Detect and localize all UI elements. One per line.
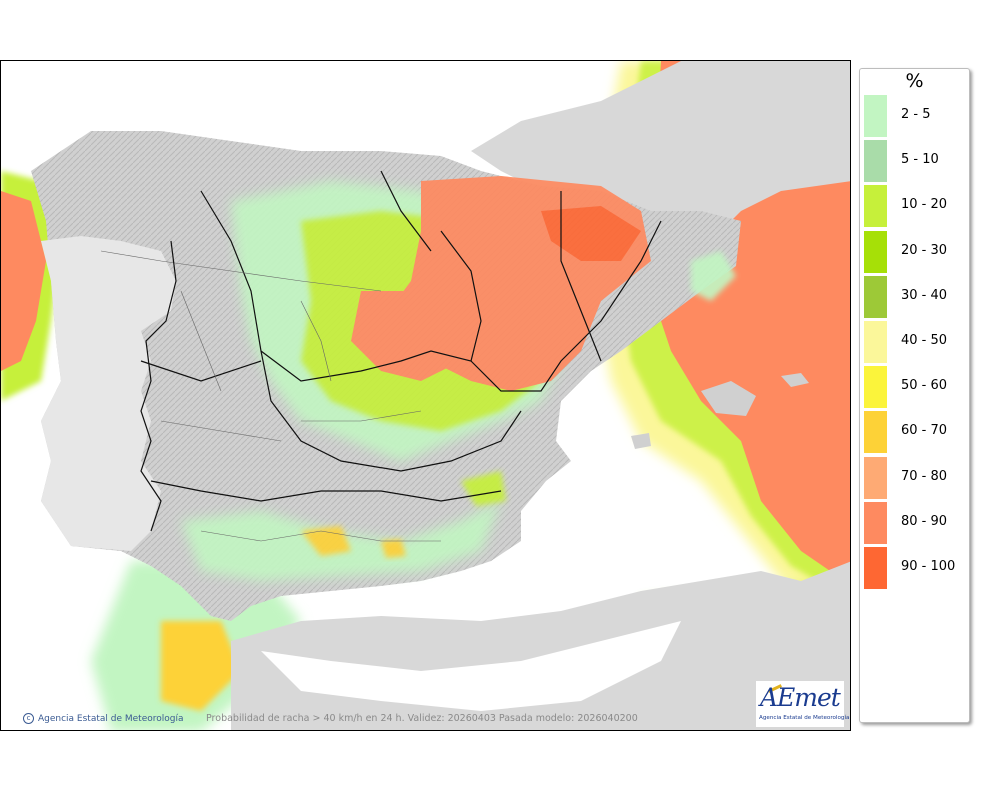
legend-label: 80 - 90 [901, 513, 948, 529]
land-wind-field [181, 176, 736, 581]
legend-item: 5 - 10 [864, 140, 969, 183]
africa-inland-white [261, 621, 681, 711]
legend-label: 90 - 100 [901, 559, 956, 574]
portugal-spain-border [140, 240, 177, 532]
copyright-icon: c [23, 713, 34, 724]
legend-swatch [864, 275, 887, 318]
legend-swatch [864, 501, 887, 544]
legend-label: 5 - 10 [901, 152, 939, 168]
legend-item: 70 - 80 [864, 456, 969, 499]
legend-label: 70 - 80 [901, 468, 948, 484]
legend-label: 30 - 40 [901, 287, 948, 303]
legend-swatch [864, 456, 887, 499]
legend-swatch [864, 185, 887, 228]
mallorca [701, 381, 756, 416]
legend-item: 80 - 90 [864, 501, 969, 544]
legend-item: 20 - 30 [864, 230, 969, 273]
legend-swatch [864, 411, 887, 454]
map-caption: Probabilidad de racha > 40 km/h en 24 h.… [206, 713, 638, 724]
legend-label: 60 - 70 [901, 423, 948, 439]
legend-item: 2 - 5 [864, 95, 969, 137]
aemet-logo: AEmet Agencia Estatal de Meteorología [755, 680, 849, 728]
legend-item: 60 - 70 [864, 411, 969, 454]
legend-item: 30 - 40 [864, 275, 969, 318]
legend-swatch [864, 547, 887, 589]
legend-swatch [864, 140, 887, 183]
ibiza [631, 433, 651, 449]
legend-title: % [905, 70, 924, 92]
legend-swatch [864, 366, 887, 409]
legend-label: 40 - 50 [901, 333, 948, 348]
logo-word: AEmet [760, 683, 841, 712]
sea-wind-field-west [1, 171, 61, 401]
legend-item: 50 - 60 [864, 366, 969, 409]
map-svg [1, 61, 850, 730]
legend-label: 10 - 20 [901, 197, 948, 213]
legend: % 2 - 5 5 - 10 10 - 20 20 - 30 30 - 40 40 - 5… [859, 68, 970, 723]
legend-swatch [864, 230, 887, 273]
legend-item: 10 - 20 [864, 185, 969, 228]
legend-swatch [864, 321, 887, 363]
credit-text: Agencia Estatal de Meteorología [38, 713, 184, 724]
forecast-map: c Agencia Estatal de Meteorología Probab… [0, 60, 851, 731]
province-borders [100, 250, 441, 542]
region-borders [140, 170, 662, 502]
legend-label: 20 - 30 [901, 242, 948, 258]
legend-item: 40 - 50 [864, 321, 969, 363]
legend-item: 90 - 100 [864, 547, 969, 589]
legend-label: 50 - 60 [901, 378, 948, 394]
menorca [781, 373, 809, 387]
logo-subtitle: Agencia Estatal de Meteorología [759, 715, 850, 721]
legend-label: 2 - 5 [901, 107, 931, 122]
credit: c Agencia Estatal de Meteorología [23, 713, 184, 724]
legend-swatch [864, 95, 887, 137]
